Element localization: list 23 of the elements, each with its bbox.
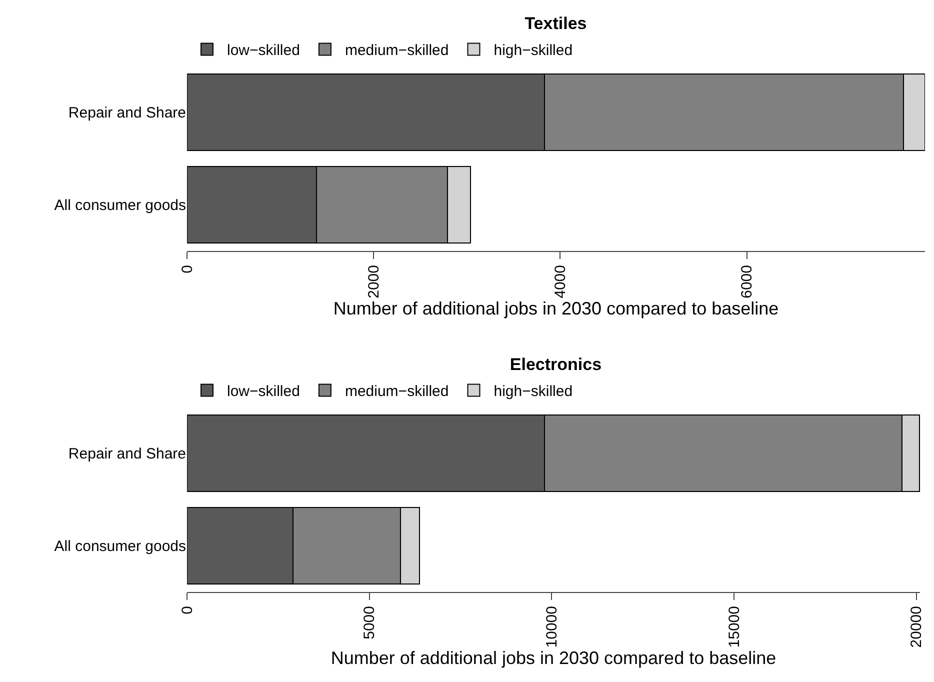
x-tick-label: 20000: [908, 606, 926, 648]
legend-label: medium−skilled: [344, 383, 449, 400]
chart-title: Textiles: [524, 14, 587, 33]
y-tick-label: Repair and Share: [68, 446, 186, 462]
x-tick-label: 15000: [726, 606, 743, 648]
y-tick-label: All consumer goods: [54, 197, 186, 214]
legend-label: low−skilled: [227, 42, 300, 60]
x-axis-title: Number of additional jobs in 2030 compared to baseline: [330, 648, 776, 668]
legend-label: low−skilled: [227, 383, 300, 400]
x-tick-label: 4000: [552, 265, 570, 298]
x-tick-label: 5000: [361, 606, 378, 640]
legend-label: medium−skilled: [344, 42, 449, 60]
legend-label: high−skilled: [494, 383, 573, 400]
x-tick-label: 0: [178, 265, 196, 274]
y-tick-label: All consumer goods: [54, 538, 186, 555]
legend-label: high−skilled: [494, 42, 573, 60]
y-tick-label: Repair and Share: [68, 104, 186, 122]
x-axis-title: Number of additional jobs in 2030 compared to baseline: [333, 298, 779, 318]
x-tick-label: 0: [178, 606, 196, 614]
x-tick-label: 6000: [738, 265, 756, 298]
x-tick-label: 10000: [544, 606, 561, 648]
x-tick-label: 2000: [365, 265, 382, 298]
chart-title: Electronics: [510, 354, 602, 374]
